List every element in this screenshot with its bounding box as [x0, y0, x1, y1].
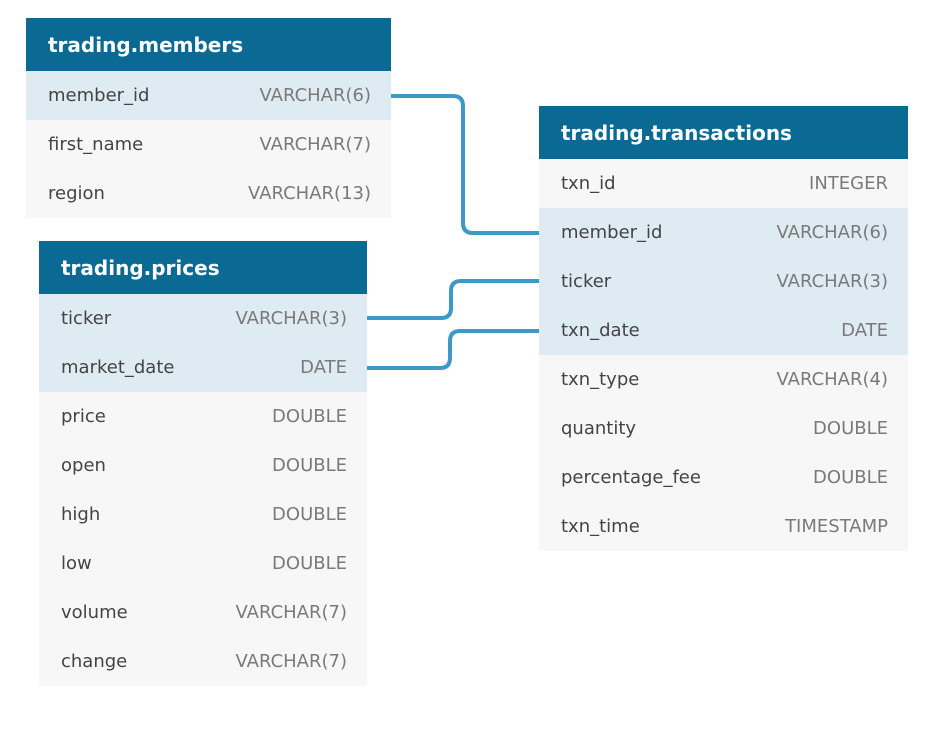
column-type: DOUBLE [272, 455, 347, 476]
column-row: member_id VARCHAR(6) [26, 71, 391, 120]
column-row: open DOUBLE [39, 441, 367, 490]
column-name: txn_id [561, 173, 616, 194]
column-type: VARCHAR(13) [248, 183, 371, 204]
column-name: change [61, 651, 128, 672]
column-type: VARCHAR(3) [776, 271, 888, 292]
column-row: txn_id INTEGER [539, 159, 908, 208]
column-row: txn_type VARCHAR(4) [539, 355, 908, 404]
column-name: quantity [561, 418, 637, 439]
connector-date [365, 329, 541, 370]
column-type: VARCHAR(6) [776, 222, 888, 243]
column-name: ticker [61, 308, 112, 329]
column-name: txn_type [561, 369, 640, 390]
column-row: txn_date DATE [539, 306, 908, 355]
column-type: DOUBLE [272, 406, 347, 427]
column-name: first_name [48, 134, 144, 155]
column-row: volume VARCHAR(7) [39, 588, 367, 637]
column-type: VARCHAR(6) [259, 85, 371, 106]
column-type: TIMESTAMP [785, 516, 888, 537]
column-type: DOUBLE [813, 467, 888, 488]
column-type: VARCHAR(3) [235, 308, 347, 329]
column-name: txn_date [561, 320, 640, 341]
column-row: first_name VARCHAR(7) [26, 120, 391, 169]
column-name: open [61, 455, 106, 476]
column-name: txn_time [561, 516, 640, 537]
column-row: quantity DOUBLE [539, 404, 908, 453]
connector-member-id [389, 94, 541, 235]
column-row: region VARCHAR(13) [26, 169, 391, 218]
column-row: high DOUBLE [39, 490, 367, 539]
table-title: trading.members [26, 18, 391, 71]
table-title: trading.transactions [539, 106, 908, 159]
column-type: DOUBLE [272, 553, 347, 574]
table-trading-transactions: trading.transactions txn_id INTEGER memb… [539, 106, 908, 551]
column-name: low [61, 553, 92, 574]
column-type: VARCHAR(4) [776, 369, 888, 390]
column-row: percentage_fee DOUBLE [539, 453, 908, 502]
column-name: ticker [561, 271, 612, 292]
column-name: member_id [561, 222, 663, 243]
column-type: VARCHAR(7) [259, 134, 371, 155]
column-row: member_id VARCHAR(6) [539, 208, 908, 257]
column-type: DOUBLE [813, 418, 888, 439]
column-type: INTEGER [809, 173, 888, 194]
table-trading-members: trading.members member_id VARCHAR(6) fir… [26, 18, 391, 218]
column-type: VARCHAR(7) [235, 602, 347, 623]
column-row: txn_time TIMESTAMP [539, 502, 908, 551]
column-row: market_date DATE [39, 343, 367, 392]
column-name: market_date [61, 357, 175, 378]
column-row: low DOUBLE [39, 539, 367, 588]
connector-ticker [365, 279, 541, 320]
column-name: high [61, 504, 101, 525]
table-trading-prices: trading.prices ticker VARCHAR(3) market_… [39, 241, 367, 686]
column-row: price DOUBLE [39, 392, 367, 441]
column-row: ticker VARCHAR(3) [39, 294, 367, 343]
column-type: DATE [300, 357, 347, 378]
column-name: member_id [48, 85, 150, 106]
column-name: price [61, 406, 106, 427]
table-title: trading.prices [39, 241, 367, 294]
column-name: region [48, 183, 105, 204]
column-type: VARCHAR(7) [235, 651, 347, 672]
column-row: change VARCHAR(7) [39, 637, 367, 686]
column-type: DOUBLE [272, 504, 347, 525]
column-name: volume [61, 602, 128, 623]
column-row: ticker VARCHAR(3) [539, 257, 908, 306]
column-type: DATE [841, 320, 888, 341]
column-name: percentage_fee [561, 467, 701, 488]
